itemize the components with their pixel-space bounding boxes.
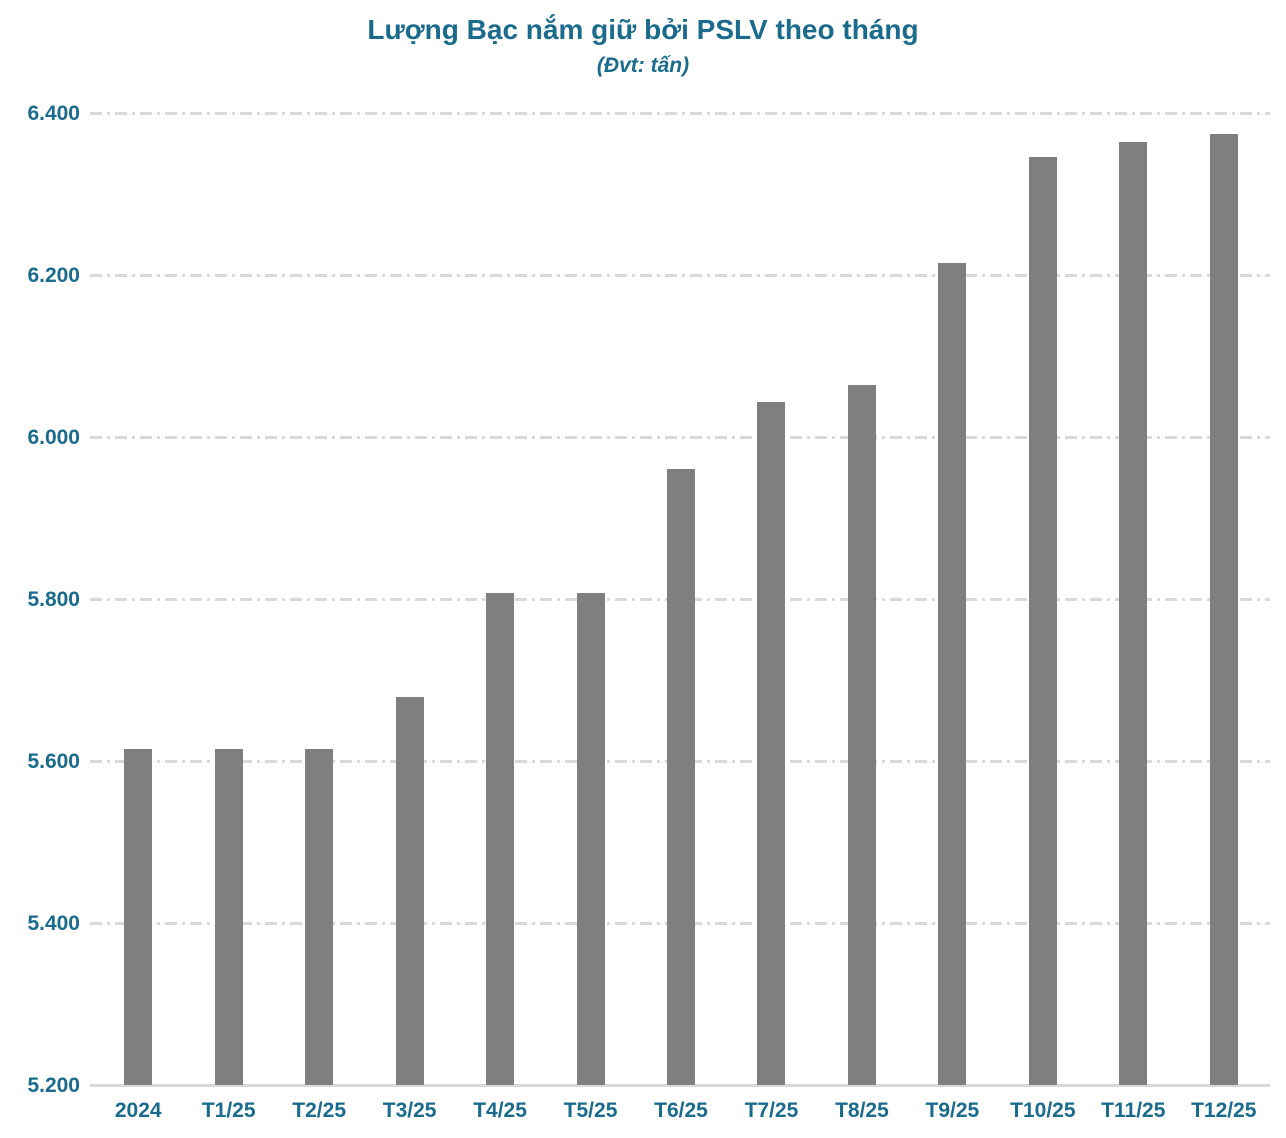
x-tick-label: T11/25 bbox=[1101, 1099, 1166, 1122]
bar-T9/25 bbox=[938, 262, 967, 1085]
x-tick-label: T2/25 bbox=[292, 1099, 346, 1122]
bar-2024 bbox=[124, 748, 153, 1085]
x-tick-label: T10/25 bbox=[1010, 1099, 1076, 1122]
bar-T8/25 bbox=[847, 385, 876, 1085]
x-tick-label: T3/25 bbox=[382, 1099, 437, 1122]
bar-T12/25 bbox=[1209, 134, 1238, 1085]
bar-T11/25 bbox=[1119, 142, 1148, 1085]
bar-T7/25 bbox=[757, 402, 786, 1085]
y-tick-label: 5.200 bbox=[27, 1074, 80, 1097]
y-tick-label: 5.600 bbox=[27, 750, 80, 773]
gridline bbox=[90, 111, 1270, 115]
chart-subtitle: (Đvt: tấn) bbox=[596, 54, 690, 77]
plot-area: 5.200 5.400 5.600 5.800 6.000 6.200 6.400 2024… bbox=[27, 103, 1270, 1121]
x-tick-label: T6/25 bbox=[654, 1099, 708, 1122]
bar-T6/25 bbox=[667, 469, 695, 1085]
x-tick-label: T4/25 bbox=[473, 1099, 527, 1122]
y-tick-label: 6.200 bbox=[27, 264, 80, 287]
bar-T3/25 bbox=[395, 697, 424, 1085]
x-tick-label: T5/25 bbox=[563, 1099, 618, 1122]
x-tick-label: T8/25 bbox=[835, 1099, 889, 1122]
x-tick-label: T1/25 bbox=[201, 1099, 256, 1122]
bar-T4/25 bbox=[486, 592, 515, 1085]
x-tick-label: T9/25 bbox=[925, 1099, 980, 1122]
bar-T1/25 bbox=[214, 748, 243, 1085]
chart-title: Lượng Bạc nắm giữ bởi PSLV theo tháng bbox=[367, 14, 919, 45]
x-axis-line bbox=[90, 1083, 1270, 1087]
x-tick-label: 2024 bbox=[114, 1099, 162, 1122]
x-tick-label: T7/25 bbox=[744, 1099, 799, 1122]
x-tick-label: T12/25 bbox=[1191, 1099, 1257, 1122]
gridline bbox=[90, 435, 1270, 439]
gridline bbox=[90, 273, 1270, 277]
bar-T10/25 bbox=[1028, 156, 1057, 1085]
bar-T2/25 bbox=[305, 748, 334, 1085]
bar-T5/25 bbox=[576, 592, 605, 1085]
y-tick-label: 6.000 bbox=[27, 426, 80, 449]
y-tick-label: 5.800 bbox=[27, 588, 80, 611]
y-tick-label: 6.400 bbox=[27, 102, 80, 125]
y-tick-label: 5.400 bbox=[27, 912, 80, 935]
